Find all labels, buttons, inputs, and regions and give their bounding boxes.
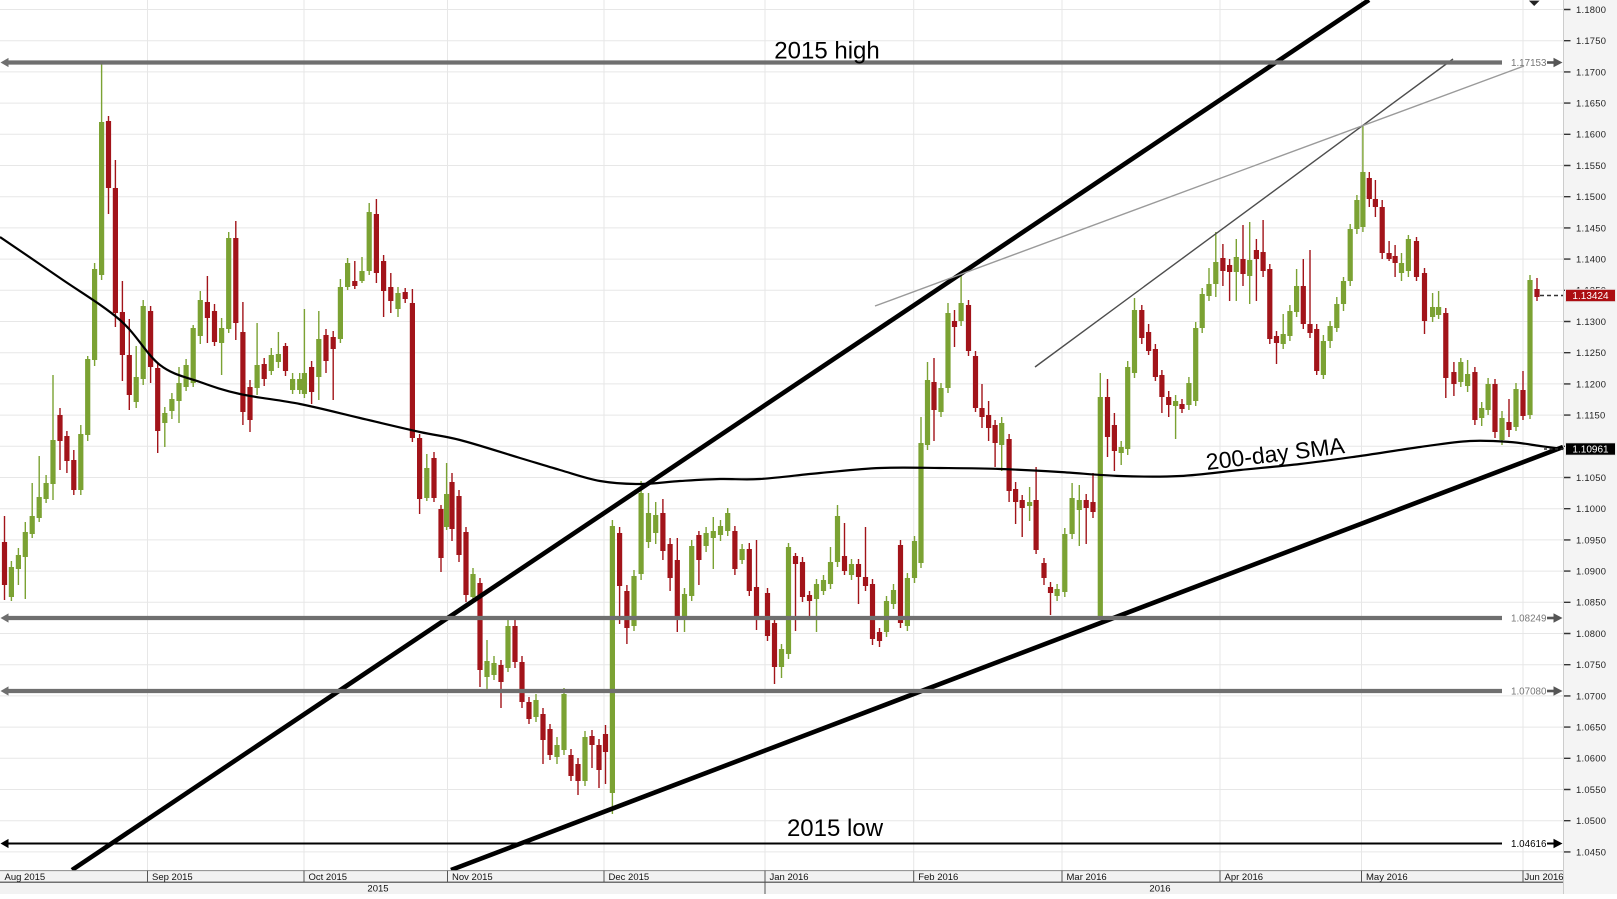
svg-text:1.0950: 1.0950 xyxy=(1576,534,1606,545)
svg-text:1.1750: 1.1750 xyxy=(1576,35,1606,46)
svg-text:2016: 2016 xyxy=(1149,884,1170,895)
svg-text:1.0750: 1.0750 xyxy=(1576,659,1606,670)
svg-text:Nov 2015: Nov 2015 xyxy=(452,872,493,883)
svg-text:Aug 2015: Aug 2015 xyxy=(5,872,46,883)
svg-text:1.0800: 1.0800 xyxy=(1576,628,1606,639)
svg-text:1.1650: 1.1650 xyxy=(1576,98,1606,109)
svg-text:1.0650: 1.0650 xyxy=(1576,722,1606,733)
svg-text:2015 low: 2015 low xyxy=(787,815,884,842)
svg-text:1.1200: 1.1200 xyxy=(1576,378,1606,389)
svg-text:Dec 2015: Dec 2015 xyxy=(609,872,650,883)
svg-text:1.1800: 1.1800 xyxy=(1576,4,1606,15)
svg-text:Jun 2016: Jun 2016 xyxy=(1525,872,1564,883)
svg-text:Apr 2016: Apr 2016 xyxy=(1225,872,1264,883)
svg-text:1.0500: 1.0500 xyxy=(1576,815,1606,826)
svg-text:1.13424: 1.13424 xyxy=(1572,291,1609,302)
svg-text:1.0700: 1.0700 xyxy=(1576,690,1606,701)
svg-text:1.1000: 1.1000 xyxy=(1576,503,1606,514)
svg-text:Mar 2016: Mar 2016 xyxy=(1067,872,1107,883)
svg-text:1.0550: 1.0550 xyxy=(1576,784,1606,795)
svg-text:1.0600: 1.0600 xyxy=(1576,753,1606,764)
svg-text:Jan 2016: Jan 2016 xyxy=(770,872,809,883)
svg-text:2015: 2015 xyxy=(367,884,388,895)
svg-text:2015 high: 2015 high xyxy=(774,38,879,65)
svg-text:1.0850: 1.0850 xyxy=(1576,597,1606,608)
svg-text:Feb 2016: Feb 2016 xyxy=(918,872,958,883)
svg-text:1.08249: 1.08249 xyxy=(1511,614,1546,625)
svg-text:1.1400: 1.1400 xyxy=(1576,254,1606,265)
svg-text:Oct 2015: Oct 2015 xyxy=(309,872,348,883)
svg-text:1.1150: 1.1150 xyxy=(1576,410,1605,421)
svg-text:1.1550: 1.1550 xyxy=(1576,160,1606,171)
svg-text:1.1300: 1.1300 xyxy=(1576,316,1606,327)
svg-text:1.17153: 1.17153 xyxy=(1511,58,1547,69)
svg-text:1.10961: 1.10961 xyxy=(1572,445,1609,456)
svg-text:1.1250: 1.1250 xyxy=(1576,347,1606,358)
svg-text:1.0450: 1.0450 xyxy=(1576,846,1606,857)
svg-text:Sep 2015: Sep 2015 xyxy=(152,872,193,883)
svg-text:1.1050: 1.1050 xyxy=(1576,472,1606,483)
svg-text:1.1700: 1.1700 xyxy=(1576,66,1606,77)
svg-text:1.1450: 1.1450 xyxy=(1576,222,1606,233)
svg-text:May 2016: May 2016 xyxy=(1366,872,1408,883)
svg-text:1.07080: 1.07080 xyxy=(1511,687,1547,698)
svg-text:1.1600: 1.1600 xyxy=(1576,129,1606,140)
svg-text:1.1500: 1.1500 xyxy=(1576,191,1606,202)
svg-text:1.0900: 1.0900 xyxy=(1576,566,1606,577)
svg-text:1.04616: 1.04616 xyxy=(1511,839,1547,850)
